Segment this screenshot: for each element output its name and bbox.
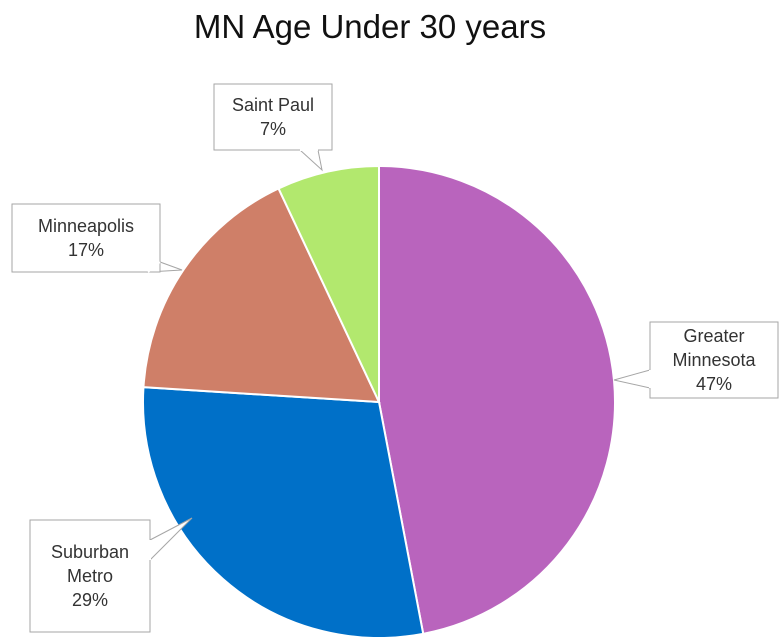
pie-slice (378, 164, 616, 635)
chart-title: MN Age Under 30 years (193, 8, 547, 45)
label-value: 29% (71, 590, 109, 610)
data-label: Saint Paul 7% (214, 84, 332, 150)
label-name: Greater Minnesota (672, 326, 756, 370)
data-label: Greater Minnesota 47% (650, 322, 778, 398)
pie-slice (142, 187, 381, 404)
callout-box (213, 83, 333, 151)
data-label: Minneapolis 17% (12, 204, 160, 272)
callout-box (11, 203, 161, 273)
pie-slice (142, 386, 425, 637)
callout-seam (147, 261, 161, 273)
pie-slice (277, 164, 380, 403)
callout-box (649, 321, 779, 399)
callout-pointer (613, 369, 651, 389)
label-value: 17% (67, 240, 105, 260)
label-name: Minneapolis (37, 216, 135, 236)
data-label: Suburban Metro 29% (30, 520, 150, 632)
label-value: 7% (259, 119, 286, 139)
label-name: Suburban Metro (50, 542, 130, 586)
label-value: 47% (695, 374, 733, 394)
callout-box (29, 519, 151, 633)
callout-pointer (298, 149, 323, 172)
label-name: Saint Paul (231, 95, 315, 115)
